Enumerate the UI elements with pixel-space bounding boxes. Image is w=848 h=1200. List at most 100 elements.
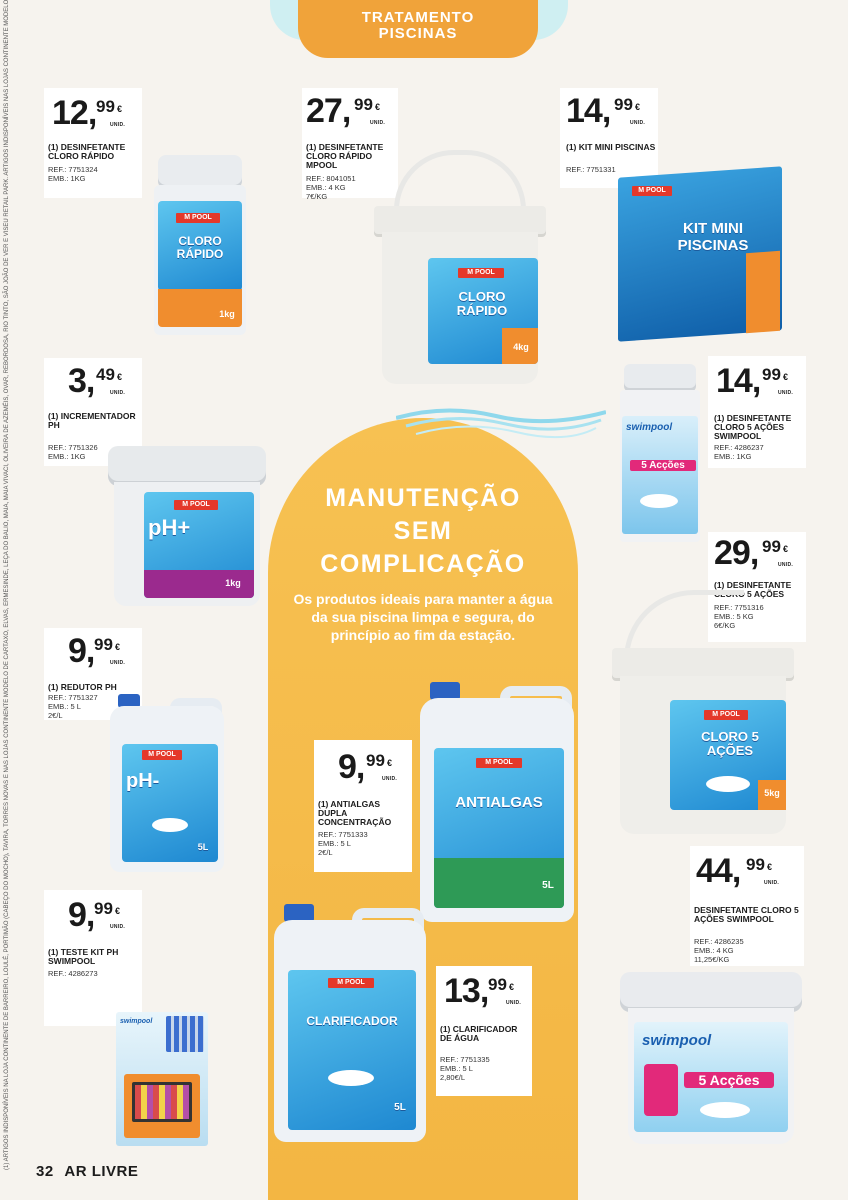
- promo-headline-line3: COMPLICAÇÃO: [320, 550, 526, 578]
- price-unit: UNID.: [764, 880, 780, 886]
- price-unit: UNID.: [110, 660, 126, 666]
- product-name: (1) DESINFETANTE CLORO 5 AÇÕES SWIMPOOL: [714, 413, 792, 441]
- brand-logo: M POOL: [458, 268, 504, 278]
- product-name: (1) DESINFETANTE CLORO RÁPIDO MPOOL: [306, 142, 384, 170]
- orange-band: [158, 289, 242, 327]
- product-image-test-kit: swimpool: [116, 1012, 208, 1146]
- purple-band: [144, 570, 254, 598]
- product-info: REF.: 7751333 EMB.: 5 L 2€/L: [318, 830, 410, 857]
- product-image-cloro-5-acoes-5kg: M POOL CLORO 5 AÇÕES 5kg: [612, 590, 794, 834]
- price-integer: 9: [68, 632, 87, 670]
- price-comma: ,: [355, 748, 366, 786]
- price-unit: UNID.: [506, 1000, 522, 1006]
- jug-cap: [430, 682, 460, 700]
- price-currency: €: [375, 102, 381, 112]
- color-chart: [132, 1082, 192, 1122]
- price-currency: €: [117, 372, 123, 382]
- price-currency: €: [783, 372, 789, 382]
- price-card: [302, 88, 398, 198]
- product-image-kit-mini-piscinas: M POOL KIT MINI PISCINAS: [618, 166, 782, 342]
- price-unit: UNID.: [110, 122, 126, 128]
- product-art-qty: 4kg: [513, 342, 529, 352]
- product-art-title: ANTIALGAS: [455, 794, 543, 811]
- bucket-rim: [612, 648, 794, 678]
- price-integer: 12: [52, 94, 89, 132]
- product-ref: REF.: 7751327: [48, 693, 98, 702]
- product-unit-price: 7€/KG: [306, 192, 328, 201]
- price-integer: 44: [696, 852, 733, 890]
- product-art-qty: 5kg: [764, 788, 780, 798]
- price-comma: ,: [751, 362, 762, 400]
- price-integer: 9: [68, 896, 87, 934]
- price-comma: ,: [87, 94, 98, 132]
- product-name: (1) DESINFETANTE CLORO RÁPIDO: [48, 142, 126, 161]
- price-card: [314, 740, 412, 872]
- orange-corner: [758, 780, 786, 810]
- price-integer: 3: [68, 362, 87, 400]
- price-currency: €: [117, 104, 123, 114]
- product-info: REF.: 4286273: [48, 969, 140, 978]
- jug-cap: [284, 904, 314, 922]
- promo-subline: Os produtos ideais para manter a água da…: [293, 591, 553, 643]
- price-tag: 3, 49 € UNID.: [68, 364, 138, 400]
- product-art-qty: 5L: [394, 1102, 406, 1113]
- product-art-qty: 1kg: [225, 578, 241, 588]
- product-name: (1) ANTIALGAS DUPLA CONCENTRAÇÃO: [318, 799, 392, 827]
- price-currency: €: [115, 642, 121, 652]
- product-ref: REF.: 4286237: [714, 443, 764, 452]
- product-pack: EMB.: 4 KG: [306, 183, 346, 192]
- product-ref: REF.: 7751331: [566, 165, 616, 174]
- product-art-title: KIT MINI PISCINAS: [677, 220, 749, 254]
- price-integer: 13: [444, 972, 481, 1010]
- price-tag: 14, 99 € UNID.: [566, 94, 654, 130]
- price-card: [708, 356, 806, 468]
- price-comma: ,: [731, 852, 742, 890]
- page-footer: 32 AR LIVRE: [36, 1163, 138, 1180]
- product-ref: REF.: 7751335: [440, 1055, 490, 1064]
- product-name: (1) CLARIFICADOR DE ÁGUA: [440, 1024, 518, 1043]
- product-image-swimpool-4kg: swimpool 5 Acções: [620, 972, 802, 1144]
- orange-side-band: [746, 250, 780, 334]
- price-decimals: 99: [614, 95, 633, 114]
- product-image-swimpool-1kg: swimpool 5 Acções: [620, 364, 700, 542]
- brand-logo: swimpool: [120, 1018, 153, 1025]
- tablet-icon: [152, 818, 188, 832]
- product-art-title: 5 Acções: [630, 460, 696, 471]
- price-decimals: 99: [762, 537, 781, 556]
- section-header-title: TRATAMENTO PISCINAS: [298, 10, 538, 42]
- swimpool-label: [622, 416, 698, 534]
- product-ref: REF.: 7751324: [48, 165, 98, 174]
- product-ref: REF.: 7751333: [318, 830, 368, 839]
- product-label: [122, 744, 218, 862]
- price-comma: ,: [85, 896, 96, 934]
- price-comma: ,: [85, 632, 96, 670]
- price-unit: UNID.: [110, 924, 126, 930]
- product-art-title: CLORO 5 AÇÕES: [701, 729, 759, 758]
- product-art-title: pH+: [148, 515, 191, 540]
- price-card: [436, 966, 532, 1096]
- product-art-qty: 5L: [542, 880, 554, 891]
- price-tag: 9, 99 € UNID.: [338, 750, 410, 786]
- price-integer: 9: [338, 748, 357, 786]
- price-tag: 44, 99 € UNID.: [696, 854, 796, 890]
- price-card: [690, 846, 804, 966]
- price-tag: 29, 99 € UNID.: [714, 536, 804, 572]
- product-ref: REF.: 7751326: [48, 443, 98, 452]
- jug-cap: [118, 694, 140, 708]
- product-art-title: pH-: [126, 770, 160, 792]
- price-decimals: 99: [762, 365, 781, 384]
- product-pack: EMB.: 4 KG: [694, 946, 734, 955]
- tub-lid: [620, 972, 802, 1012]
- price-decimals: 99: [488, 975, 507, 994]
- product-info: REF.: 7751335 EMB.: 5 L 2,80€/L: [440, 1055, 530, 1082]
- price-currency: €: [635, 102, 641, 112]
- price-tag: 13, 99 € UNID.: [444, 974, 530, 1010]
- brand-logo: M POOL: [176, 213, 220, 223]
- price-card: [560, 88, 658, 188]
- brand-logo: M POOL: [142, 750, 182, 760]
- price-tag: 27, 99 € UNID.: [306, 94, 396, 130]
- section-name: AR LIVRE: [64, 1163, 139, 1180]
- product-art-title: CLORO RÁPIDO: [176, 234, 224, 261]
- product-ref: REF.: 8041051: [306, 174, 356, 183]
